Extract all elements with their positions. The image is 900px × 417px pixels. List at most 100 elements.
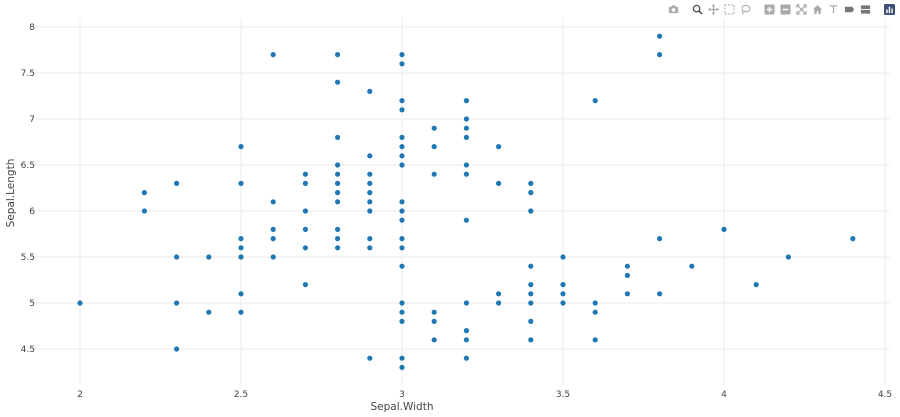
data-point[interactable]: [335, 190, 341, 196]
data-point[interactable]: [238, 144, 244, 150]
data-point[interactable]: [238, 245, 244, 251]
data-point[interactable]: [367, 88, 373, 94]
data-point[interactable]: [560, 300, 566, 306]
data-point[interactable]: [463, 162, 469, 168]
data-point[interactable]: [399, 208, 405, 214]
data-point[interactable]: [399, 364, 405, 370]
hover-compare-icon[interactable]: [858, 2, 872, 16]
data-point[interactable]: [496, 291, 502, 297]
data-point[interactable]: [270, 236, 276, 242]
pan-icon[interactable]: [706, 2, 720, 16]
data-point[interactable]: [335, 226, 341, 232]
data-point[interactable]: [463, 217, 469, 223]
data-point[interactable]: [592, 98, 598, 104]
zoom-icon[interactable]: [690, 2, 704, 16]
data-point[interactable]: [399, 52, 405, 58]
data-point[interactable]: [431, 125, 437, 131]
data-point[interactable]: [302, 180, 308, 186]
data-point[interactable]: [399, 61, 405, 67]
data-point[interactable]: [463, 355, 469, 361]
data-point[interactable]: [496, 144, 502, 150]
data-point[interactable]: [206, 254, 212, 260]
data-point[interactable]: [302, 171, 308, 177]
data-point[interactable]: [206, 309, 212, 315]
data-point[interactable]: [560, 291, 566, 297]
data-point[interactable]: [399, 144, 405, 150]
data-point[interactable]: [302, 226, 308, 232]
data-point[interactable]: [463, 116, 469, 122]
data-point[interactable]: [463, 171, 469, 177]
data-point[interactable]: [399, 355, 405, 361]
box-select-icon[interactable]: [722, 2, 736, 16]
data-point[interactable]: [431, 144, 437, 150]
data-point[interactable]: [367, 199, 373, 205]
data-point[interactable]: [238, 236, 244, 242]
data-point[interactable]: [528, 300, 534, 306]
data-point[interactable]: [399, 309, 405, 315]
data-point[interactable]: [238, 254, 244, 260]
data-point[interactable]: [431, 318, 437, 324]
data-point[interactable]: [463, 125, 469, 131]
data-point[interactable]: [624, 263, 631, 269]
data-point[interactable]: [399, 236, 405, 242]
data-point[interactable]: [463, 134, 469, 140]
data-point[interactable]: [624, 291, 631, 297]
data-point[interactable]: [367, 208, 373, 214]
zoom-out-icon[interactable]: [778, 2, 792, 16]
hover-closest-icon[interactable]: [842, 2, 856, 16]
data-point[interactable]: [657, 52, 663, 58]
data-point[interactable]: [141, 208, 147, 214]
home-icon[interactable]: [810, 2, 824, 16]
data-point[interactable]: [431, 309, 437, 315]
data-point[interactable]: [689, 263, 695, 269]
data-point[interactable]: [528, 180, 534, 186]
data-point[interactable]: [335, 52, 341, 58]
data-point[interactable]: [399, 162, 405, 168]
data-point[interactable]: [399, 98, 405, 104]
data-point[interactable]: [174, 180, 180, 186]
data-point[interactable]: [753, 282, 759, 288]
data-point[interactable]: [174, 300, 180, 306]
data-point[interactable]: [399, 199, 405, 205]
data-point[interactable]: [399, 217, 405, 223]
data-point[interactable]: [367, 190, 373, 196]
data-point[interactable]: [302, 208, 308, 214]
autoscale-icon[interactable]: [794, 2, 808, 16]
data-point[interactable]: [270, 254, 276, 260]
data-point[interactable]: [367, 171, 373, 177]
spike-lines-icon[interactable]: [826, 2, 840, 16]
data-point[interactable]: [528, 190, 534, 196]
data-point[interactable]: [399, 318, 405, 324]
data-point[interactable]: [399, 153, 405, 159]
data-point[interactable]: [496, 180, 502, 186]
data-point[interactable]: [335, 134, 341, 140]
data-point[interactable]: [238, 291, 244, 297]
data-point[interactable]: [302, 245, 308, 251]
data-point[interactable]: [367, 236, 373, 242]
data-point[interactable]: [850, 236, 856, 242]
plotly-logo-icon[interactable]: [882, 2, 896, 16]
data-point[interactable]: [335, 79, 341, 85]
data-points[interactable]: [77, 33, 856, 370]
data-point[interactable]: [624, 272, 631, 278]
data-point[interactable]: [174, 254, 180, 260]
zoom-in-icon[interactable]: [762, 2, 776, 16]
data-point[interactable]: [335, 171, 341, 177]
data-point[interactable]: [270, 199, 276, 205]
data-point[interactable]: [335, 245, 341, 251]
data-point[interactable]: [399, 107, 405, 113]
data-point[interactable]: [270, 226, 276, 232]
data-point[interactable]: [335, 162, 341, 168]
data-point[interactable]: [528, 337, 534, 343]
data-point[interactable]: [592, 337, 598, 343]
data-point[interactable]: [399, 300, 405, 306]
data-point[interactable]: [335, 199, 341, 205]
data-point[interactable]: [592, 309, 598, 315]
data-point[interactable]: [528, 263, 534, 269]
data-point[interactable]: [657, 236, 663, 242]
data-point[interactable]: [302, 282, 308, 288]
data-point[interactable]: [528, 291, 534, 297]
data-point[interactable]: [560, 282, 566, 288]
data-point[interactable]: [367, 180, 373, 186]
